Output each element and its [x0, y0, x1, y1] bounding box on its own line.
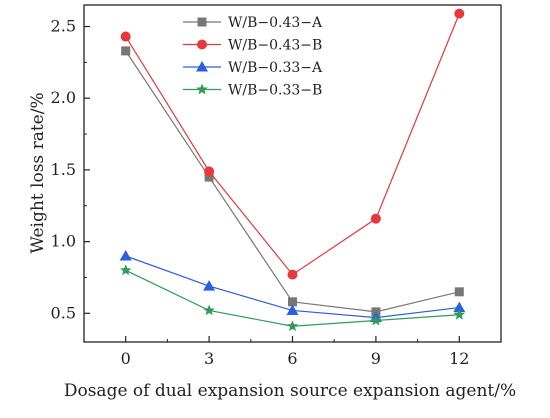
legend-marker [197, 40, 207, 50]
data-point [454, 9, 464, 19]
x-tick-label: 3 [204, 349, 214, 368]
y-tick-label: 0.5 [51, 303, 76, 322]
data-point [204, 166, 214, 176]
data-point [455, 287, 464, 296]
data-point [120, 264, 131, 275]
x-tick-label: 9 [371, 349, 381, 368]
legend-marker [196, 84, 207, 95]
legend-label: W/B−0.43−B [228, 38, 322, 54]
legend: W/B−0.43−A W/B−0.43−B W/B−0.33−A W/B−0.33−B [183, 15, 323, 99]
legend-label: W/B−0.33−B [228, 83, 322, 99]
legend-item: W/B−0.33−A [183, 60, 323, 76]
series-3 [120, 250, 466, 322]
plot-layer [120, 9, 466, 331]
data-point [288, 270, 298, 280]
y-tick-label: 1.5 [51, 160, 76, 179]
x-tick-label: 6 [287, 349, 297, 368]
y-tick-label: 1.0 [51, 232, 76, 251]
data-point [287, 320, 298, 331]
legend-marker [196, 61, 208, 72]
legend-marker [198, 18, 207, 27]
legend-label: W/B−0.33−A [228, 60, 323, 76]
data-point [371, 214, 381, 224]
plot-frame [84, 5, 501, 342]
data-point [121, 32, 131, 42]
legend-item: W/B−0.43−B [183, 38, 322, 54]
data-point [121, 46, 130, 55]
x-axis-title: Dosage of dual expansion source expansio… [64, 381, 516, 401]
y-tick-label: 2.5 [51, 17, 76, 36]
y-tick-label: 2.0 [51, 88, 76, 107]
data-point [203, 304, 214, 315]
x-tick-label: 12 [449, 349, 469, 368]
x-tick-label: 0 [121, 349, 131, 368]
data-point [120, 250, 132, 261]
legend-label: W/B−0.43−A [228, 15, 323, 31]
legend-item: W/B−0.43−A [183, 15, 323, 31]
y-axis-title: Weight loss rate/% [28, 92, 48, 253]
legend-item: W/B−0.33−B [183, 83, 322, 99]
data-point [203, 280, 215, 291]
